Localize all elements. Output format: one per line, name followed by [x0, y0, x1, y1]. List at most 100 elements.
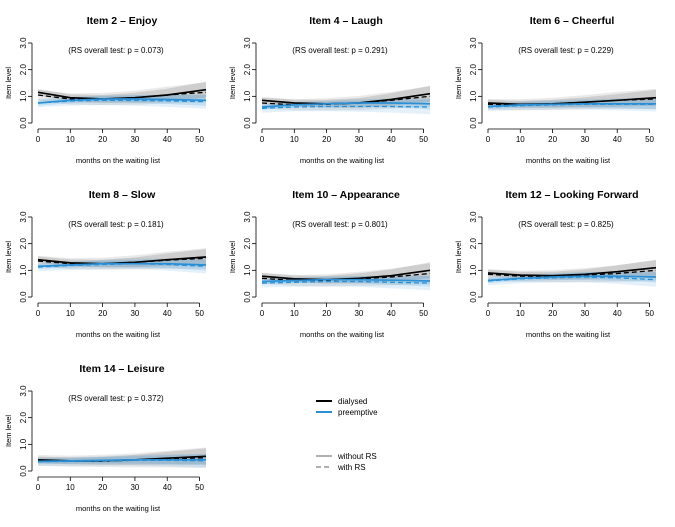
panel-note: (RS overall test: p = 0.291) [292, 46, 388, 55]
x-axis-label: months on the waiting list [76, 330, 161, 339]
y-tick-label: 0.0 [243, 291, 252, 303]
confidence-band [262, 262, 430, 284]
x-tick-label: 20 [548, 309, 557, 318]
legend-label: preemptive [338, 408, 378, 417]
series-line-preemptive-with-rs [261, 280, 431, 284]
y-axis-label: Item level [228, 241, 237, 273]
y-tick-label: 1.0 [469, 264, 478, 276]
x-tick-label: 40 [613, 135, 622, 144]
y-tick-label: 2.0 [19, 238, 28, 250]
y-tick-label: 0.0 [243, 117, 252, 129]
x-axis-label: months on the waiting list [76, 504, 161, 513]
y-tick-label: 1.0 [19, 264, 28, 276]
panel-2: Item 4 – Laugh (RS overall test: p = 0.29… [228, 15, 431, 165]
y-tick-label: 3.0 [469, 37, 478, 49]
x-tick-label: 10 [66, 309, 75, 318]
y-tick-label: 3.0 [19, 385, 28, 397]
legend-label: without RS [337, 452, 377, 461]
x-tick-label: 50 [419, 135, 428, 144]
confidence-band [38, 259, 206, 271]
x-tick-label: 10 [516, 135, 525, 144]
panel-title: Item 8 – Slow [89, 189, 156, 201]
x-tick-label: 50 [645, 309, 654, 318]
x-axis-label: months on the waiting list [526, 156, 611, 165]
x-axis-label: months on the waiting list [526, 330, 611, 339]
x-tick-label: 10 [290, 309, 299, 318]
series-line-preemptive-with-rs [261, 105, 431, 109]
series-line-preemptive-without-rs [261, 278, 431, 283]
panel-note: (RS overall test: p = 0.801) [292, 220, 388, 229]
y-tick-label: 1.0 [19, 438, 28, 450]
y-tick-label: 1.0 [243, 90, 252, 102]
y-tick-label: 2.0 [243, 64, 252, 76]
x-axis-label: months on the waiting list [300, 156, 385, 165]
panel-title: Item 14 – Leisure [79, 363, 164, 375]
series-line-preemptive-with-rs [487, 276, 657, 282]
y-tick-label: 3.0 [243, 37, 252, 49]
x-tick-label: 10 [66, 135, 75, 144]
y-tick-label: 3.0 [243, 211, 252, 223]
series-line-preemptive-with-rs [487, 103, 656, 108]
panel-title: Item 10 – Appearance [292, 189, 400, 201]
y-tick-label: 3.0 [469, 211, 478, 223]
panel-title: Item 2 – Enjoy [87, 15, 158, 27]
x-tick-label: 50 [195, 483, 204, 492]
x-tick-label: 0 [486, 135, 491, 144]
x-tick-label: 40 [163, 309, 172, 318]
y-tick-label: 0.0 [19, 465, 28, 477]
x-tick-label: 50 [195, 135, 204, 144]
series-line-preemptive-with-rs [37, 263, 207, 268]
x-tick-label: 40 [387, 309, 396, 318]
panel-note: (RS overall test: p = 0.229) [518, 46, 614, 55]
x-tick-label: 40 [613, 309, 622, 318]
panel-title: Item 4 – Laugh [309, 15, 383, 27]
x-tick-label: 20 [548, 135, 557, 144]
x-axis-label: months on the waiting list [300, 330, 385, 339]
confidence-band [38, 258, 206, 274]
y-tick-label: 2.0 [469, 64, 478, 76]
y-tick-label: 3.0 [19, 211, 28, 223]
x-tick-label: 10 [516, 309, 525, 318]
panel-5: Item 10 – Appearance (RS overall test: p … [228, 189, 431, 339]
x-tick-label: 20 [98, 135, 107, 144]
x-tick-label: 50 [195, 309, 204, 318]
legend-label: with RS [337, 463, 366, 472]
y-tick-label: 1.0 [19, 90, 28, 102]
x-tick-label: 50 [645, 135, 654, 144]
y-tick-label: 0.0 [19, 291, 28, 303]
x-tick-label: 30 [580, 135, 589, 144]
y-axis-label: Item level [454, 241, 463, 273]
y-axis-label: Item level [454, 67, 463, 99]
x-tick-label: 30 [580, 309, 589, 318]
x-tick-label: 20 [322, 135, 331, 144]
x-tick-label: 0 [36, 135, 41, 144]
y-axis-label: Item level [4, 67, 13, 99]
x-tick-label: 40 [163, 135, 172, 144]
series-line-preemptive-without-rs [37, 98, 207, 104]
series-line-preemptive-with-rs [37, 459, 207, 463]
panel-title: Item 6 – Cheerful [530, 15, 615, 27]
panel-note: (RS overall test: p = 0.181) [68, 220, 164, 229]
panel-note: (RS overall test: p = 0.825) [518, 220, 614, 229]
panel-note: (RS overall test: p = 0.073) [68, 46, 164, 55]
panel-note: (RS overall test: p = 0.372) [68, 394, 164, 403]
panel-6: Item 12 – Looking Forward (RS overall tes… [454, 189, 657, 339]
x-tick-label: 30 [354, 135, 363, 144]
y-tick-label: 2.0 [243, 238, 252, 250]
panel-title: Item 12 – Looking Forward [505, 189, 638, 201]
y-tick-label: 1.0 [243, 264, 252, 276]
panel-4: Item 8 – Slow (RS overall test: p = 0.181… [4, 189, 207, 339]
y-axis-label: Item level [228, 67, 237, 99]
panel-7: Item 14 – Leisure (RS overall test: p = 0… [4, 363, 207, 513]
series-line-dialysed-with-rs [487, 269, 657, 277]
x-tick-label: 30 [130, 135, 139, 144]
x-tick-label: 0 [260, 309, 265, 318]
y-tick-label: 3.0 [19, 37, 28, 49]
x-tick-label: 0 [36, 483, 41, 492]
legend: dialysed preemptive without RS with RS [316, 397, 378, 472]
series-line-preemptive-without-rs [261, 102, 431, 108]
x-tick-label: 10 [66, 483, 75, 492]
x-tick-label: 40 [163, 483, 172, 492]
y-axis-label: Item level [4, 241, 13, 273]
confidence-band [38, 447, 206, 468]
